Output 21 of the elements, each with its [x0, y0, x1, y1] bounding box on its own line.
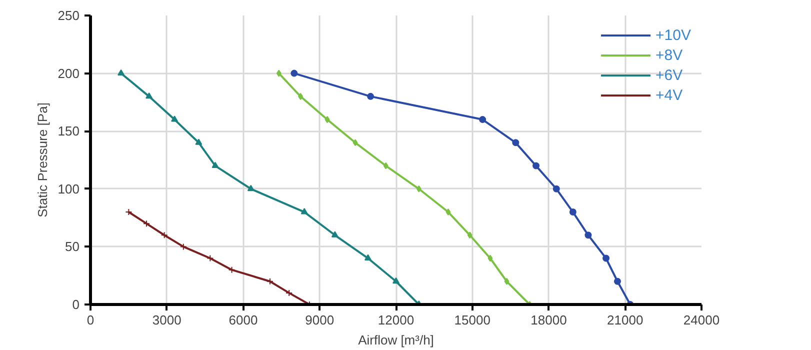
x-tick-label: 12000 [378, 312, 414, 328]
x-tick-label: 9000 [305, 312, 334, 328]
y-tick-label: 250 [58, 8, 80, 23]
y-axis-title: Static Pressure [Pa] [34, 102, 50, 218]
x-tick-label: 18000 [530, 312, 567, 328]
legend-label: +8V [656, 46, 683, 64]
x-tick-label: 21000 [607, 312, 644, 328]
y-tick-label: 200 [58, 66, 80, 81]
y-tick-label: 50 [65, 239, 80, 254]
x-tick-label: 0 [86, 312, 94, 328]
legend-label: +6V [656, 66, 683, 84]
y-tick-label: 100 [58, 181, 80, 196]
y-tick-label: 150 [58, 124, 80, 139]
x-axis-title: Airflow [m³/h] [358, 332, 434, 348]
legend-label: +10V [656, 26, 691, 44]
x-tick-label: 3000 [152, 312, 182, 328]
legend-label: +4V [656, 86, 683, 104]
y-tick-label: 0 [72, 297, 80, 312]
x-tick-label: 15000 [454, 312, 490, 328]
x-tick-label: 6000 [228, 312, 258, 328]
x-tick-label: 24000 [683, 312, 720, 328]
